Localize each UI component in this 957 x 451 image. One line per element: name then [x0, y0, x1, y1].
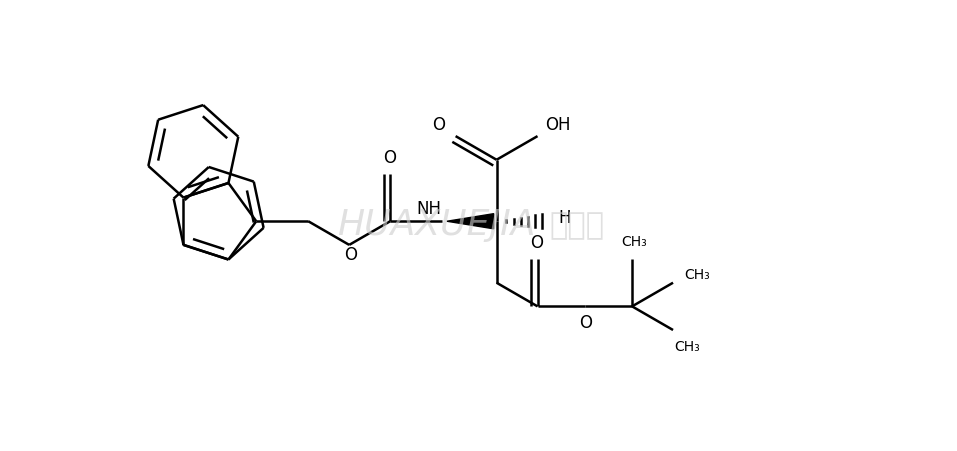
Text: O: O [344, 246, 357, 264]
Text: H: H [558, 209, 570, 227]
Text: CH₃: CH₃ [684, 268, 709, 282]
Text: CH₃: CH₃ [675, 340, 701, 354]
Polygon shape [447, 214, 494, 229]
Text: CH₃: CH₃ [621, 235, 647, 249]
Text: HUAXUEJIA: HUAXUEJIA [337, 208, 535, 243]
Text: OH: OH [545, 116, 571, 134]
Text: NH: NH [416, 200, 441, 218]
Text: O: O [433, 116, 445, 134]
Text: 化学加: 化学加 [549, 211, 605, 240]
Text: O: O [530, 234, 543, 252]
Text: O: O [383, 149, 396, 167]
Text: O: O [579, 314, 592, 332]
